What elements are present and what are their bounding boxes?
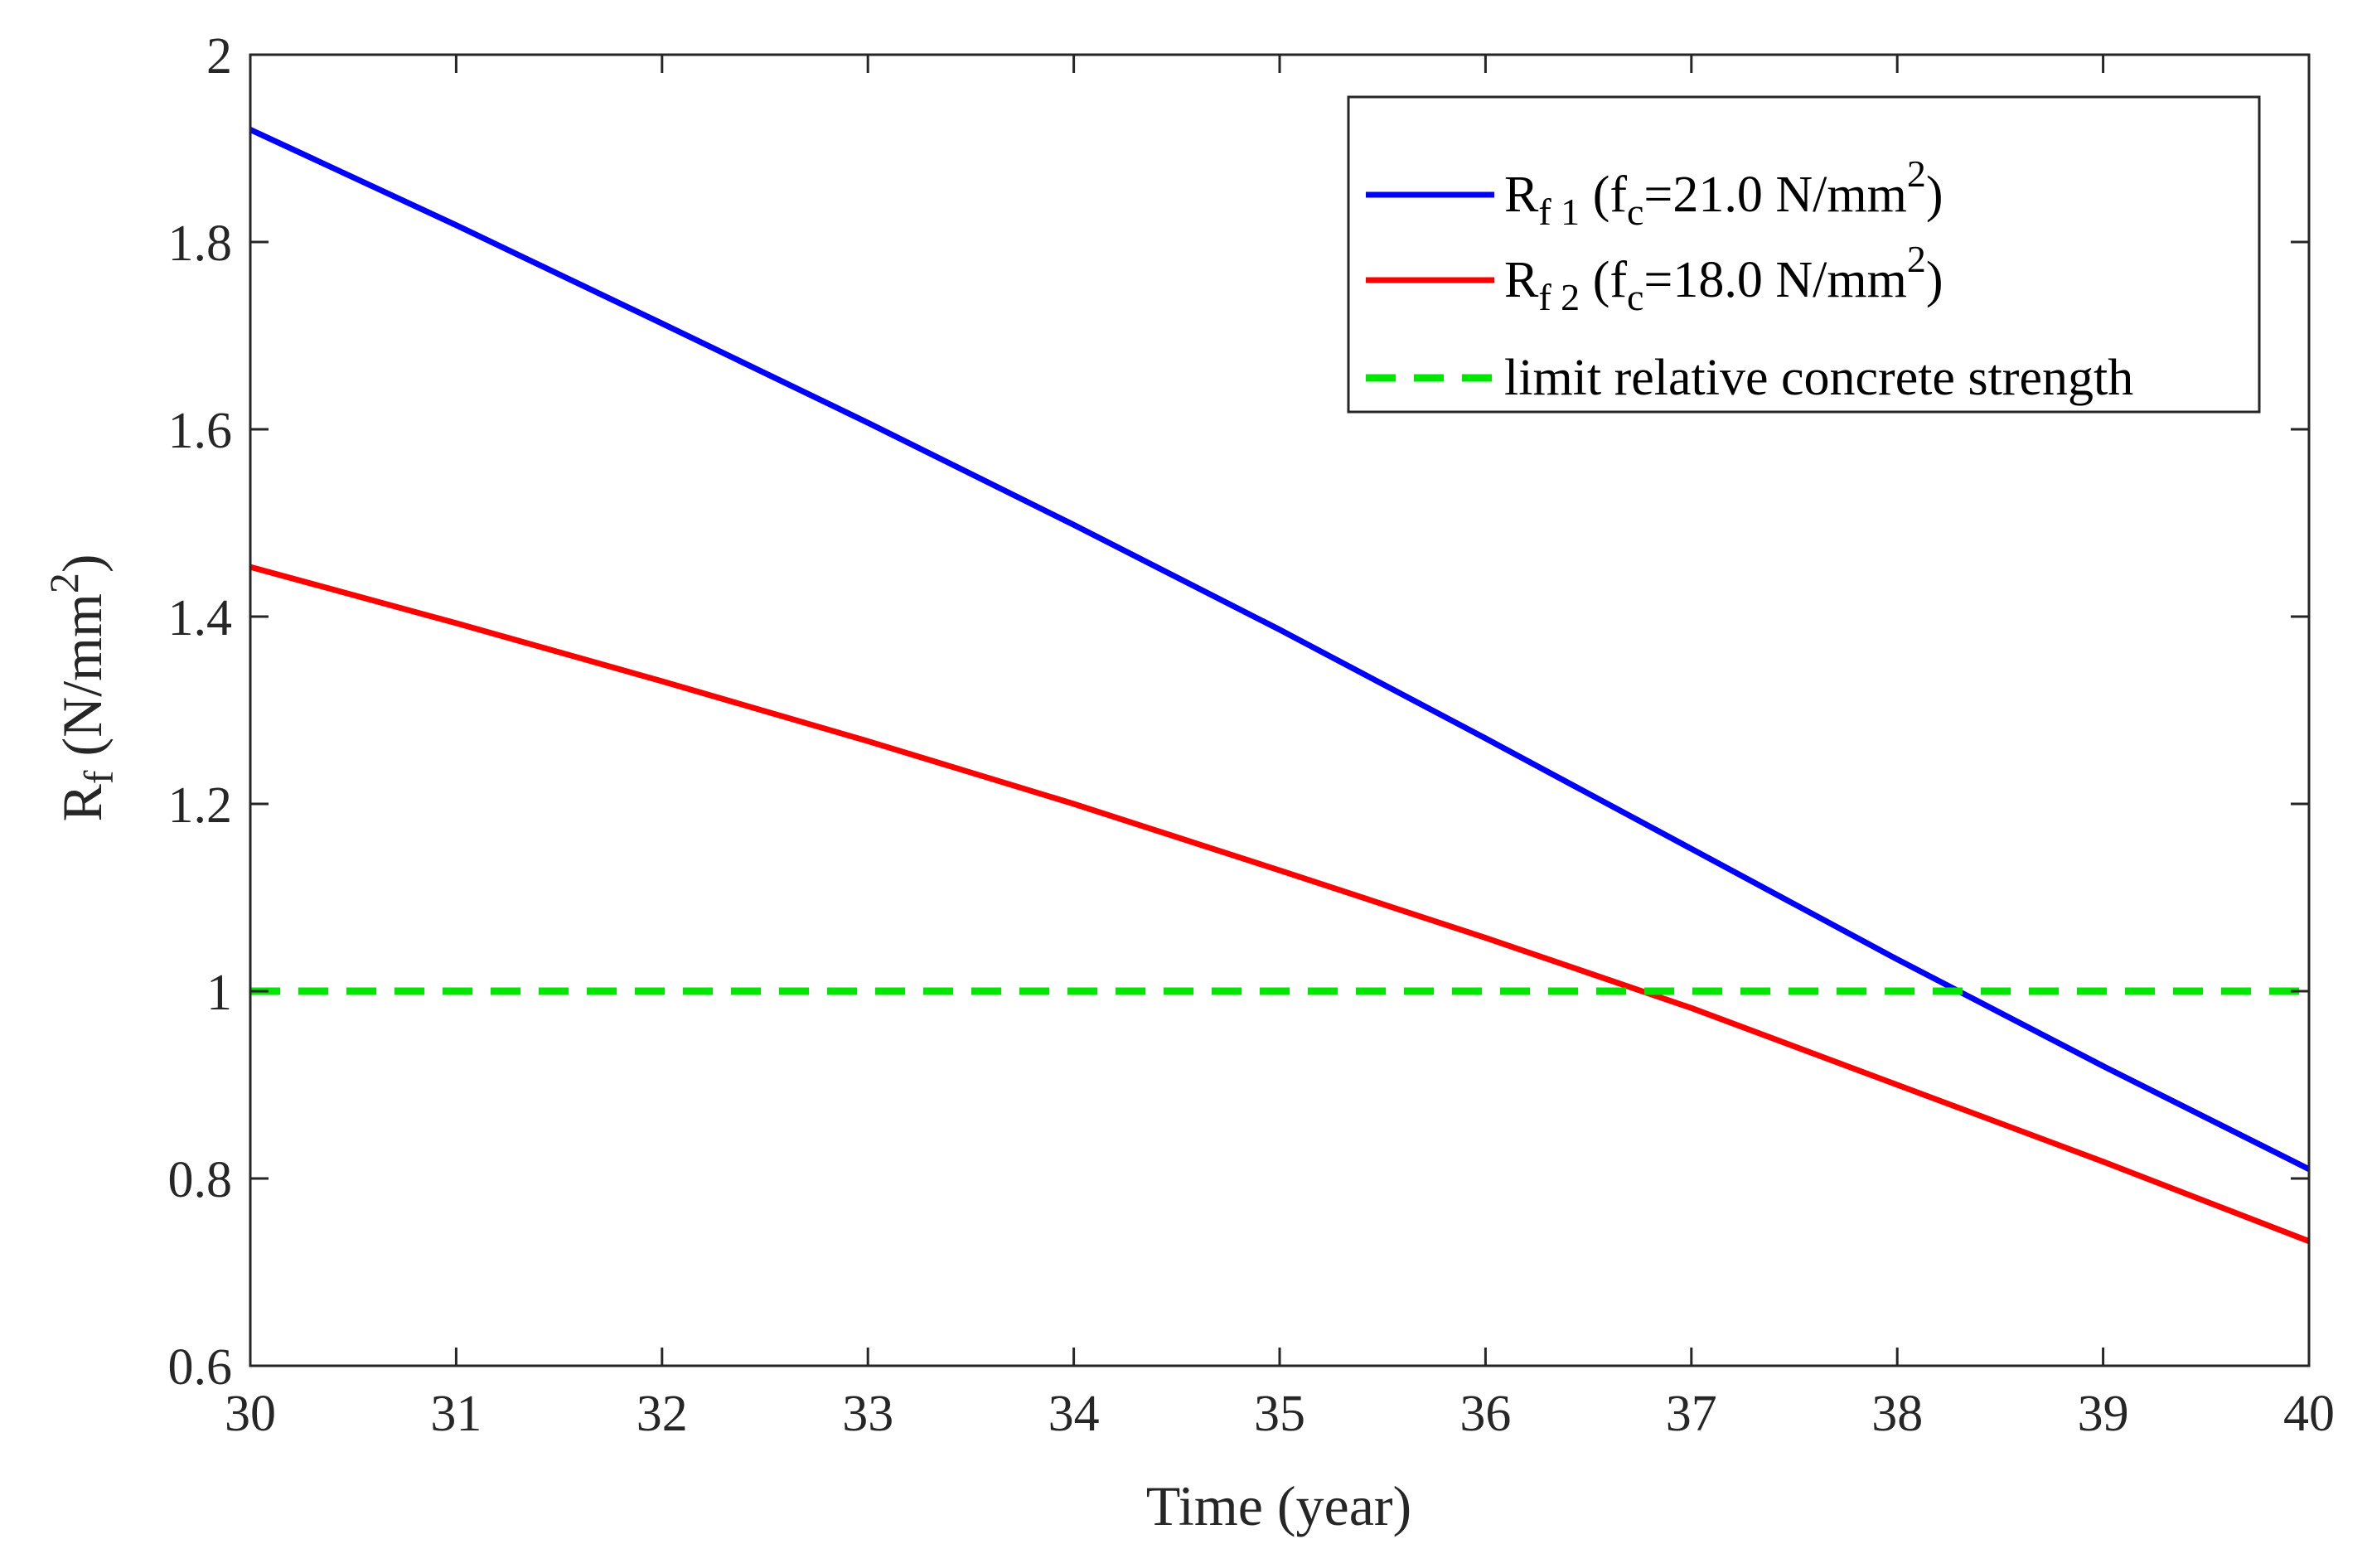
x-tick-label: 31 xyxy=(430,1386,482,1442)
axes-layer: 30 31 32 33 34 35 36 37 38 39 40 0.6 0.8 1 1.2 1.4 1.6 1.… xyxy=(168,28,2336,1442)
series-line-0 xyxy=(249,127,2311,1172)
y-tick-label: 1.4 xyxy=(168,590,233,646)
x-tick-label: 39 xyxy=(2078,1386,2129,1442)
x-tick-label: 34 xyxy=(1048,1386,1100,1442)
y-tick-label: 1.6 xyxy=(168,403,233,459)
x-tick-label: 35 xyxy=(1254,1386,1305,1442)
y-tick-label: 0.8 xyxy=(168,1152,233,1208)
legend-rf2-open: (f xyxy=(1580,252,1627,308)
x-tick-label: 32 xyxy=(637,1386,688,1442)
legend: Rf 1 (fc=21.0 N/mm2) Rf 2 (fc=18.0 N/mm2… xyxy=(1347,95,2261,414)
legend-rf2-sub: f 2 xyxy=(1538,276,1580,318)
y-tick-label: 1 xyxy=(206,965,232,1021)
legend-label-rf2: Rf 2 (fc=18.0 N/mm2) xyxy=(1504,238,1943,318)
legend-rf1-sub: f 1 xyxy=(1538,191,1580,233)
y-axis-title-main: R xyxy=(51,784,114,822)
x-axis-title: Time (year) xyxy=(1146,1474,1411,1537)
legend-rf2-csub: c xyxy=(1627,276,1643,318)
x-tick-label: 36 xyxy=(1459,1386,1511,1442)
x-tick-label: 33 xyxy=(842,1386,893,1442)
x-tick-label: 38 xyxy=(1871,1386,1923,1442)
x-tick-label: 30 xyxy=(225,1386,276,1442)
y-axis-title: Rf (N/mm2) xyxy=(41,554,122,821)
y-axis-title-sub: f xyxy=(75,770,122,784)
legend-label-limit: limit relative concrete strength xyxy=(1504,350,2133,406)
x-tick-label: 37 xyxy=(1666,1386,1717,1442)
series-line-1 xyxy=(249,564,2311,1244)
legend-rf1-value: =21.0 N/mm xyxy=(1643,167,1906,223)
y-tick-label: 0.6 xyxy=(168,1339,233,1396)
legend-rf2-close: ) xyxy=(1926,252,1943,308)
y-tick-label: 2 xyxy=(206,28,232,85)
legend-rf1-main: R xyxy=(1504,167,1539,223)
y-axis-title-unit-sup: 2 xyxy=(41,573,87,593)
legend-rf2-sup: 2 xyxy=(1907,238,1926,280)
y-tick-label: 1.2 xyxy=(168,777,233,834)
y-tick-label: 1.8 xyxy=(168,215,233,272)
legend-label-rf1: Rf 1 (fc=21.0 N/mm2) xyxy=(1504,152,1943,233)
y-axis-title-unit: (N/mm xyxy=(51,593,114,770)
x-tick-label: 40 xyxy=(2283,1386,2335,1442)
legend-rf1-csub: c xyxy=(1627,191,1643,233)
series-layer xyxy=(249,127,2311,1244)
legend-rf2-main: R xyxy=(1504,252,1539,308)
legend-rf1-close: ) xyxy=(1926,167,1943,223)
legend-rf1-open: (f xyxy=(1580,167,1627,223)
legend-rf1-sup: 2 xyxy=(1907,152,1926,195)
y-axis-title-unit-close: ) xyxy=(51,554,114,573)
legend-rf2-value: =18.0 N/mm xyxy=(1643,252,1906,308)
legend-box xyxy=(1347,95,2261,414)
